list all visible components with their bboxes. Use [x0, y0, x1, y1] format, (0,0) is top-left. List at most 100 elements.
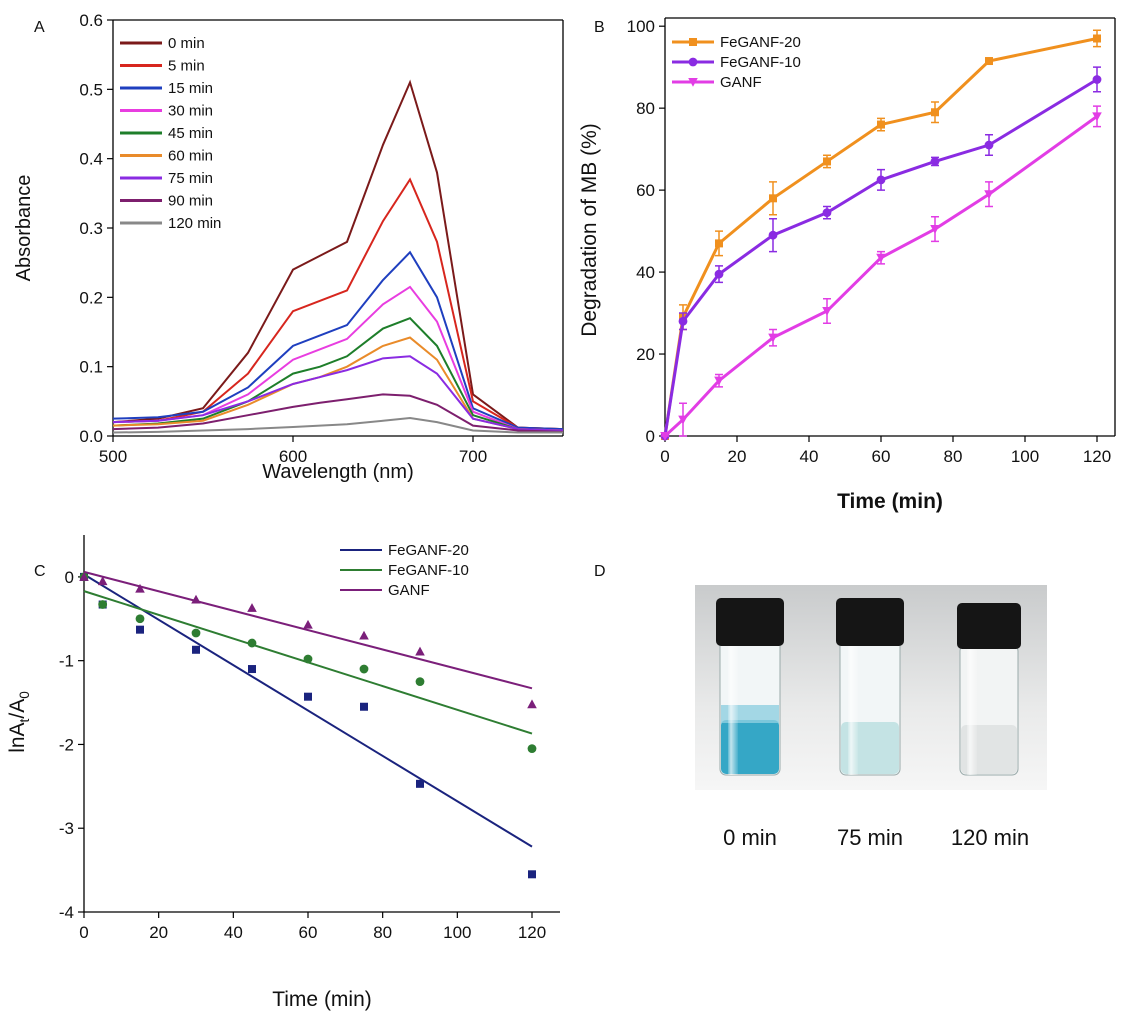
series-line: [112, 393, 564, 433]
legend-label: GANF: [720, 74, 762, 91]
series-line: [663, 37, 1098, 437]
chart-panel: C 0 20 40 60 80 100 120 0 -1 -2 -3 -4 Time (min) lnAt/…: [6, 535, 560, 1011]
marker: [1092, 75, 1102, 84]
y-tick-label: 0: [646, 427, 655, 446]
y-axis-label: lnAt/A0: [6, 691, 32, 753]
y-tick-label: -4: [59, 903, 74, 922]
legend-label: 120 min: [168, 215, 221, 232]
legend-label: 90 min: [168, 193, 213, 210]
marker: [931, 108, 939, 117]
marker: [688, 78, 698, 87]
x-tick-label: 0: [660, 447, 669, 466]
legend-label: 60 min: [168, 148, 213, 165]
x-tick-label: 60: [872, 447, 891, 466]
panel-label: D: [594, 563, 606, 580]
marker: [715, 239, 723, 248]
marker: [303, 619, 313, 629]
fit-line: [83, 573, 533, 848]
vial: [716, 598, 784, 776]
legend-label: 75 min: [168, 170, 213, 187]
chart-panel: B 0 20 40 60 80 100 120 0 20 40 60 80 100 Time (min) De…: [578, 17, 1116, 513]
legend-label: 5 min: [168, 58, 205, 75]
y-tick-label: 80: [636, 99, 655, 118]
y-tick-label: 0.2: [79, 288, 103, 307]
x-tick-label: 100: [443, 923, 471, 942]
legend-label: FeGANF-20: [388, 542, 469, 559]
x-axis-label: Time (min): [837, 490, 943, 513]
marker: [415, 677, 425, 687]
marker: [768, 333, 778, 343]
y-tick-label: 0.0: [79, 427, 103, 446]
legend-label: FeGANF-10: [388, 562, 469, 579]
y-tick-label: 0.3: [79, 219, 103, 238]
marker: [688, 57, 698, 67]
x-tick-label: 0: [79, 923, 88, 942]
marker: [79, 572, 89, 581]
x-axis-label: Wavelength (nm): [262, 461, 414, 483]
marker: [769, 194, 777, 203]
marker: [768, 230, 778, 240]
chart-panel: A 500 600 700 0.0 0.1 0.2 0.3 0.4 0.5 0.6 Wavelengt…: [13, 11, 564, 483]
series-line: [112, 250, 564, 431]
photo-label: 120 min: [951, 825, 1029, 850]
panel-label: B: [594, 19, 605, 36]
legend-label: 45 min: [168, 125, 213, 142]
marker: [985, 57, 993, 66]
marker: [416, 779, 424, 788]
marker: [714, 269, 724, 279]
x-tick-label: 80: [373, 923, 392, 942]
legend-label: GANF: [388, 582, 430, 599]
y-tick-label: 0.5: [79, 80, 103, 99]
x-tick-label: 120: [1083, 447, 1111, 466]
marker: [135, 614, 145, 624]
x-tick-label: 80: [944, 447, 963, 466]
y-label-part: /A: [6, 699, 29, 719]
marker: [930, 225, 940, 234]
x-axis-label: Time (min): [272, 988, 372, 1011]
y-tick-label: 40: [636, 263, 655, 282]
marker: [191, 594, 201, 604]
legend-label: FeGANF-20: [720, 34, 801, 51]
marker: [823, 157, 831, 166]
x-tick-label: 500: [99, 447, 127, 466]
photo-label: 75 min: [837, 825, 903, 850]
marker: [97, 576, 108, 586]
fit-line: [83, 570, 533, 690]
series-line: [112, 79, 564, 431]
series-line: [112, 416, 563, 434]
marker: [714, 376, 724, 386]
marker: [822, 208, 832, 218]
marker: [527, 699, 537, 709]
marker: [247, 603, 257, 612]
marker: [528, 870, 536, 879]
marker: [359, 630, 369, 640]
series-line: [663, 115, 1098, 438]
x-tick-label: 20: [149, 923, 168, 942]
y-axis-label: Absorbance: [13, 175, 35, 282]
x-tick-label: 700: [459, 447, 487, 466]
marker: [135, 583, 145, 593]
legend-label: FeGANF-10: [720, 54, 801, 71]
marker: [678, 316, 688, 326]
marker: [876, 253, 886, 263]
y-label-subscript: 0: [17, 691, 32, 699]
legend-label: 15 min: [168, 80, 213, 97]
marker: [191, 628, 201, 638]
legend-label: 30 min: [168, 103, 213, 120]
y-tick-label: 0: [65, 568, 74, 587]
y-axis-label: Degradation of MB (%): [578, 123, 601, 337]
y-tick-label: 0.6: [79, 11, 103, 30]
marker: [247, 638, 257, 648]
y-label-subscript: t: [17, 718, 32, 722]
marker: [678, 415, 688, 425]
photo-label: 0 min: [723, 825, 777, 850]
marker: [1092, 112, 1102, 122]
y-tick-label: -3: [59, 819, 74, 838]
y-tick-label: 60: [636, 181, 655, 200]
y-tick-label: -1: [59, 652, 74, 671]
series-line: [112, 316, 564, 432]
marker: [660, 432, 670, 441]
x-tick-label: 100: [1011, 447, 1039, 466]
marker: [304, 692, 312, 701]
